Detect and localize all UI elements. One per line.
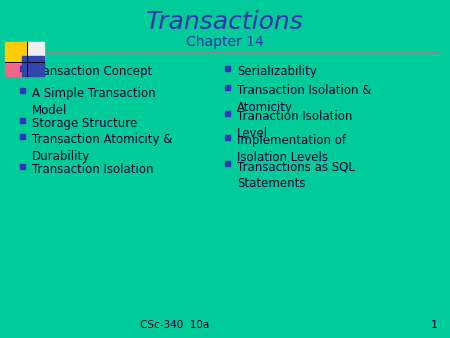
Text: Chapter 14: Chapter 14 <box>186 35 264 49</box>
Bar <box>225 135 230 140</box>
Bar <box>5 42 27 62</box>
Bar <box>225 85 230 90</box>
Text: Storage Structure: Storage Structure <box>32 117 137 130</box>
Text: Tranaction Isolation
Level: Tranaction Isolation Level <box>237 110 352 140</box>
Bar <box>20 118 25 123</box>
Text: Serializability: Serializability <box>237 65 317 78</box>
Bar <box>20 88 25 93</box>
Text: Transactions as SQL
Statements: Transactions as SQL Statements <box>237 160 355 190</box>
Bar <box>225 66 230 71</box>
Bar <box>22 42 44 62</box>
Text: Transaction Isolation &
Atomicity: Transaction Isolation & Atomicity <box>237 84 371 114</box>
Bar <box>225 111 230 116</box>
Bar <box>22 56 44 76</box>
Bar <box>20 134 25 139</box>
Text: Implementation of
Isolation Levels: Implementation of Isolation Levels <box>237 134 346 164</box>
Bar <box>225 161 230 166</box>
Text: Transaction Atomicity &
Durability: Transaction Atomicity & Durability <box>32 133 172 163</box>
Text: Transaction Concept: Transaction Concept <box>32 65 152 78</box>
Bar <box>5 56 27 76</box>
Bar <box>20 164 25 169</box>
Text: Transaction Isolation: Transaction Isolation <box>32 163 153 176</box>
Text: A Simple Transaction
Model: A Simple Transaction Model <box>32 87 156 117</box>
Text: CSc-340  10a: CSc-340 10a <box>140 320 210 330</box>
Text: 1: 1 <box>431 320 438 330</box>
Text: Transactions: Transactions <box>146 10 304 34</box>
Bar <box>20 66 25 71</box>
